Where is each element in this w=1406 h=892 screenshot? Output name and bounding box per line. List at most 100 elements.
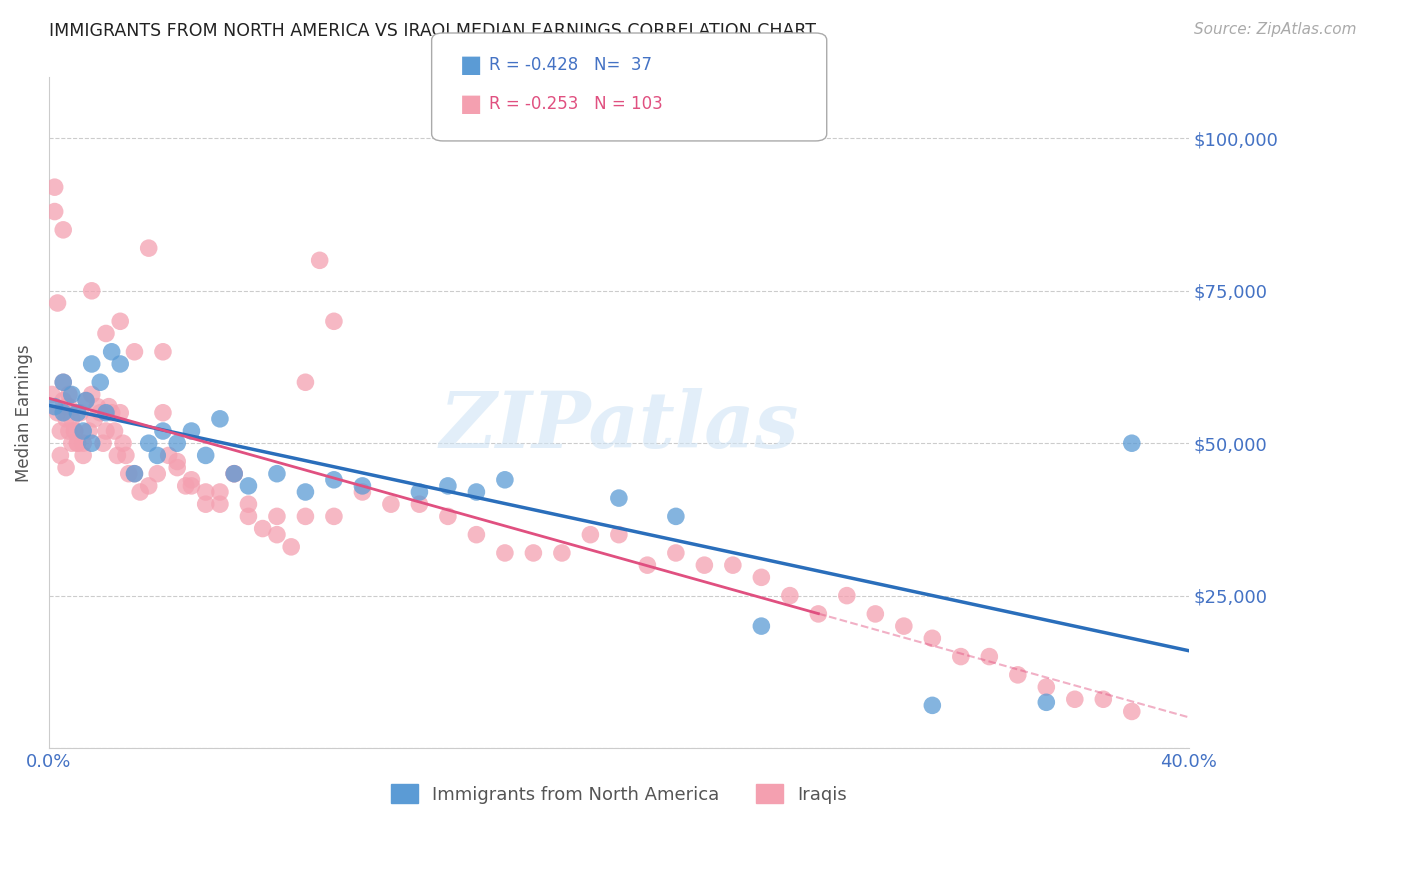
Text: ZIPatlas: ZIPatlas — [439, 388, 799, 465]
Point — [180, 424, 202, 438]
Point — [146, 449, 169, 463]
Point — [323, 314, 346, 328]
Point — [238, 497, 260, 511]
Point — [194, 497, 217, 511]
Point — [465, 527, 488, 541]
Point — [86, 400, 108, 414]
Point — [124, 344, 146, 359]
Point — [58, 387, 80, 401]
Point — [44, 180, 66, 194]
Text: ■: ■ — [460, 93, 482, 116]
Point — [94, 406, 117, 420]
Point — [83, 412, 105, 426]
Y-axis label: Median Earnings: Median Earnings — [15, 344, 32, 482]
Point — [380, 497, 402, 511]
Point — [437, 479, 460, 493]
Point — [66, 436, 89, 450]
Point — [94, 424, 117, 438]
Point — [921, 698, 943, 713]
Point — [865, 607, 887, 621]
Text: R = -0.253   N = 103: R = -0.253 N = 103 — [489, 95, 664, 113]
Point — [55, 400, 77, 414]
Point — [41, 387, 63, 401]
Point — [138, 479, 160, 493]
Point — [94, 326, 117, 341]
Point — [266, 527, 288, 541]
Point — [1035, 680, 1057, 694]
Point — [60, 387, 83, 401]
Point — [89, 376, 111, 390]
Point — [180, 479, 202, 493]
Point — [138, 436, 160, 450]
Point — [323, 473, 346, 487]
Point — [80, 387, 103, 401]
Point — [494, 546, 516, 560]
Text: Source: ZipAtlas.com: Source: ZipAtlas.com — [1194, 22, 1357, 37]
Point — [166, 454, 188, 468]
Point — [49, 449, 72, 463]
Point — [75, 393, 97, 408]
Point — [108, 314, 131, 328]
Point — [60, 412, 83, 426]
Point — [352, 479, 374, 493]
Point — [224, 467, 246, 481]
Point — [579, 527, 602, 541]
Point — [665, 509, 688, 524]
Point — [721, 558, 744, 573]
Point — [52, 376, 75, 390]
Point — [63, 424, 86, 438]
Point — [108, 357, 131, 371]
Point — [1121, 436, 1143, 450]
Point — [807, 607, 830, 621]
Point — [166, 436, 188, 450]
Point — [252, 522, 274, 536]
Point — [58, 424, 80, 438]
Point — [835, 589, 858, 603]
Point — [124, 467, 146, 481]
Point — [224, 467, 246, 481]
Point — [494, 473, 516, 487]
Point — [607, 491, 630, 505]
Point — [1063, 692, 1085, 706]
Point — [77, 424, 100, 438]
Point — [665, 546, 688, 560]
Point — [46, 406, 69, 420]
Point — [294, 485, 316, 500]
Point — [55, 460, 77, 475]
Point — [152, 344, 174, 359]
Point — [208, 497, 231, 511]
Point — [66, 436, 89, 450]
Point — [208, 485, 231, 500]
Point — [152, 406, 174, 420]
Point — [266, 509, 288, 524]
Point — [146, 467, 169, 481]
Point — [607, 527, 630, 541]
Point — [551, 546, 574, 560]
Point — [55, 412, 77, 426]
Point — [238, 509, 260, 524]
Point — [80, 436, 103, 450]
Point — [238, 479, 260, 493]
Point — [266, 467, 288, 481]
Point — [152, 424, 174, 438]
Point — [72, 449, 94, 463]
Point — [308, 253, 330, 268]
Point — [100, 344, 122, 359]
Point — [166, 460, 188, 475]
Point — [89, 406, 111, 420]
Point — [979, 649, 1001, 664]
Point — [52, 223, 75, 237]
Point — [208, 412, 231, 426]
Point — [323, 509, 346, 524]
Point — [693, 558, 716, 573]
Point — [105, 449, 128, 463]
Point — [1007, 668, 1029, 682]
Point — [465, 485, 488, 500]
Point — [352, 485, 374, 500]
Point — [751, 619, 773, 633]
Point — [751, 570, 773, 584]
Point — [522, 546, 544, 560]
Point — [636, 558, 658, 573]
Point — [46, 296, 69, 310]
Text: R = -0.428   N=  37: R = -0.428 N= 37 — [489, 56, 652, 74]
